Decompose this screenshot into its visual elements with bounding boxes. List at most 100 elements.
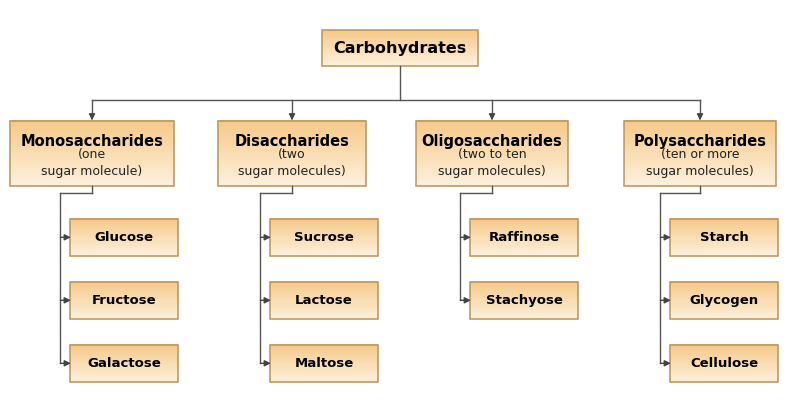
Bar (270, 222, 378, 223)
Bar (218, 147, 366, 148)
Bar (270, 232, 378, 234)
Bar (670, 357, 778, 359)
Bar (270, 315, 378, 316)
Bar (624, 171, 776, 173)
Bar (270, 365, 378, 366)
Bar (10, 179, 174, 181)
Bar (470, 252, 578, 253)
Bar (270, 295, 378, 297)
Bar (670, 244, 778, 246)
Bar (270, 227, 378, 228)
Bar (470, 285, 578, 286)
Bar (10, 151, 174, 153)
Bar (470, 301, 578, 302)
Bar (624, 147, 776, 148)
Text: Sucrose: Sucrose (294, 231, 354, 244)
Bar (470, 291, 578, 292)
Bar (470, 297, 578, 299)
Bar (470, 313, 578, 314)
Bar (322, 65, 478, 66)
Bar (70, 348, 178, 349)
Bar (270, 376, 378, 377)
Bar (70, 362, 178, 363)
Bar (270, 309, 378, 310)
Bar (322, 63, 478, 64)
Bar (322, 46, 478, 47)
Bar (270, 308, 378, 310)
Bar (70, 313, 178, 314)
Bar (470, 243, 578, 245)
Bar (70, 240, 178, 241)
Bar (670, 310, 778, 311)
Bar (270, 312, 378, 313)
Bar (10, 160, 174, 161)
Bar (70, 303, 178, 304)
Bar (322, 37, 478, 39)
Bar (670, 288, 778, 289)
Bar (270, 300, 378, 301)
Bar (470, 255, 578, 256)
Bar (270, 368, 378, 370)
Bar (322, 60, 478, 62)
Bar (624, 130, 776, 132)
Bar (270, 314, 378, 315)
Bar (270, 298, 378, 299)
Bar (416, 121, 568, 122)
Bar (70, 224, 178, 225)
Bar (70, 226, 178, 227)
Bar (70, 307, 178, 309)
Bar (70, 295, 178, 297)
Bar (270, 240, 378, 241)
Bar (270, 310, 378, 311)
Bar (70, 227, 178, 228)
Bar (416, 125, 568, 127)
Bar (70, 353, 178, 354)
Bar (322, 30, 478, 32)
Bar (624, 150, 776, 152)
Bar (70, 351, 178, 352)
Bar (270, 354, 378, 355)
Bar (670, 378, 778, 379)
Bar (670, 219, 778, 220)
Bar (624, 174, 776, 176)
Bar (70, 229, 178, 231)
Bar (670, 305, 778, 307)
Bar (70, 220, 178, 222)
Bar (416, 127, 568, 129)
Bar (70, 365, 178, 366)
Bar (416, 145, 568, 147)
Bar (270, 235, 378, 236)
Bar (416, 135, 568, 137)
Bar (670, 374, 778, 375)
Bar (218, 160, 366, 161)
Bar (70, 344, 178, 346)
Bar (270, 294, 378, 295)
Bar (322, 55, 478, 56)
Bar (322, 49, 478, 50)
Bar (70, 231, 178, 233)
Bar (670, 281, 778, 283)
Bar (270, 367, 378, 368)
Bar (10, 177, 174, 179)
Bar (670, 246, 778, 247)
Bar (70, 238, 178, 239)
Bar (322, 50, 478, 51)
Bar (670, 363, 778, 364)
Bar (416, 143, 568, 145)
Bar (470, 236, 578, 237)
Bar (70, 314, 178, 315)
Bar (70, 357, 178, 359)
Bar (270, 375, 378, 376)
Bar (670, 252, 778, 254)
Bar (270, 281, 378, 283)
Bar (218, 134, 366, 135)
Bar (416, 153, 568, 155)
Bar (670, 302, 778, 303)
Bar (322, 34, 478, 35)
Bar (218, 166, 366, 168)
Bar (270, 368, 378, 369)
Bar (470, 308, 578, 310)
Bar (70, 310, 178, 311)
Text: Starch: Starch (700, 231, 748, 244)
Bar (70, 369, 178, 371)
